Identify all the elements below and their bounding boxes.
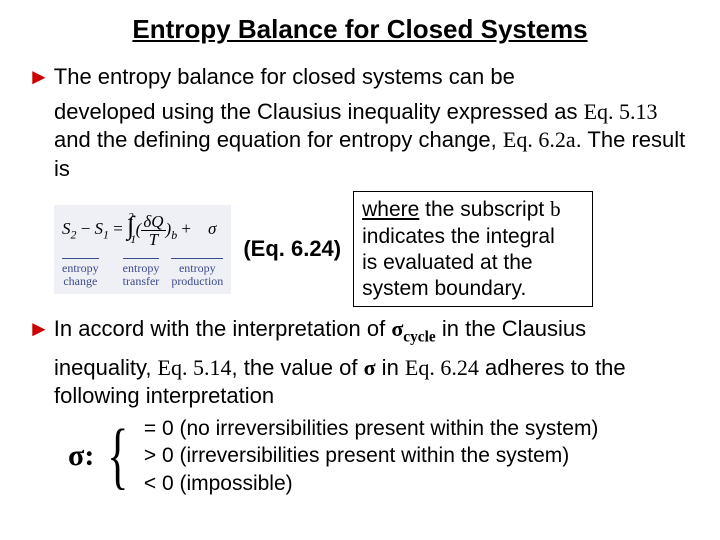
label-entropy-production: entropyproduction <box>171 250 223 288</box>
case-positive: > 0 (irreversibilities present within th… <box>144 442 599 469</box>
label-entropy-change: entropychange <box>62 250 99 288</box>
b1-l2a: developed using the Clausius inequality … <box>54 99 584 124</box>
bullet-2-text: In accord with the interpretation of σcy… <box>54 315 692 347</box>
eq-ref-513: Eq. 5.13 <box>584 99 658 124</box>
equation-formula: S2 − S1 = ∫12(δQT)b + σ <box>62 211 223 248</box>
b2-l1b: in the Clausius <box>436 316 586 341</box>
eq-plus: + <box>177 219 195 238</box>
where-box: where the subscript b indicates the inte… <box>353 191 593 307</box>
case-zero: = 0 (no irreversibilities present within… <box>144 415 599 442</box>
eq-ref-624: Eq. 6.24 <box>405 355 479 380</box>
sigma-cases: = 0 (no irreversibilities present within… <box>144 415 599 497</box>
where-l4: system boundary. <box>362 277 526 300</box>
equation-ref: (Eq. 6.24) <box>243 236 341 262</box>
bullet-marker-icon: ► <box>28 63 50 92</box>
b2-l2b: , the value of <box>232 355 364 380</box>
equation-image: S2 − S1 = ∫12(δQT)b + σ entropychange en… <box>54 205 231 293</box>
where-b: b <box>550 197 561 221</box>
equation-block: S2 − S1 = ∫12(δQT)b + σ entropychange en… <box>54 191 692 307</box>
eq-equals: = <box>109 219 127 238</box>
sigma-cycle: σcycle <box>391 316 435 341</box>
bullet-1-text: The entropy balance for closed systems c… <box>54 63 692 92</box>
sigma-cases-block: σ: { = 0 (no irreversibilities present w… <box>68 415 692 497</box>
b2-l2d: adheres to the <box>479 355 626 380</box>
bullet-2-cont: inequality, Eq. 5.14, the value of σ in … <box>54 354 692 411</box>
case-negative: < 0 (impossible) <box>144 470 599 497</box>
b2-l1a: In accord with the interpretation of <box>54 316 392 341</box>
eq-sigma: σ <box>208 219 216 238</box>
eq-integral: ∫12 <box>127 219 146 238</box>
bullet-1: ► The entropy balance for closed systems… <box>28 63 692 92</box>
sigma-label: σ: <box>68 439 94 473</box>
slide-title: Entropy Balance for Closed Systems <box>28 14 692 45</box>
b2-l2a: inequality, <box>54 355 158 380</box>
where-word: where <box>362 198 419 221</box>
brace-icon: { <box>107 426 128 486</box>
b2-l3: following interpretation <box>54 383 274 408</box>
sigma-sym: σ <box>364 355 376 380</box>
where-l3: is evaluated at the <box>362 251 532 274</box>
where-l1b: the subscript <box>419 198 550 221</box>
b2-l2c: in <box>376 355 405 380</box>
eq-S2: S1 <box>95 219 109 238</box>
bullet-2: ► In accord with the interpretation of σ… <box>28 315 692 347</box>
eq-ref-514: Eq. 5.14 <box>158 355 232 380</box>
equation-labels: entropychange entropytransfer entropypro… <box>62 250 223 288</box>
eq-minus: − <box>76 219 94 238</box>
where-l2: indicates the integral <box>362 225 555 248</box>
bullet-1-cont: developed using the Clausius inequality … <box>54 98 692 184</box>
eq-S1: S2 <box>62 219 76 238</box>
label-entropy-transfer: entropytransfer <box>123 250 160 288</box>
bullet-marker-icon: ► <box>28 315 50 344</box>
eq-ref-62a: Eq. 6.2a <box>503 127 576 152</box>
b1-l3a: and the defining equation for entropy ch… <box>54 127 503 152</box>
